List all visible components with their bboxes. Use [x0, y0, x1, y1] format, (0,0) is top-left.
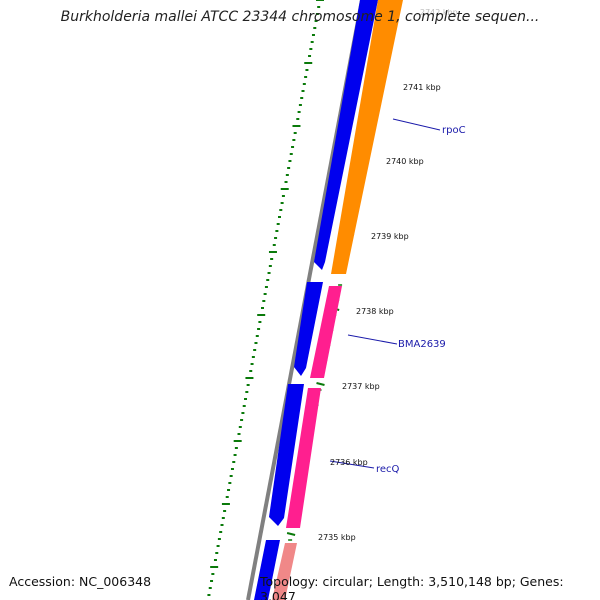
ruler-label: 2739 kbp: [371, 232, 409, 241]
gene-partial[interactable]: [272, 543, 297, 600]
rpoC-label-leader: [392, 118, 441, 131]
ruler-tick: [316, 382, 325, 386]
cds-feature[interactable]: [254, 540, 280, 600]
ruler-label: 2735 kbp: [318, 533, 356, 542]
gene-label-recQ[interactable]: recQ: [376, 464, 400, 475]
ruler-label: 2742 kbp: [420, 8, 458, 17]
ruler-label: 2736 kbp: [330, 458, 368, 467]
gene-label-BMA2639[interactable]: BMA2639: [398, 339, 446, 350]
cds-feature[interactable]: [269, 384, 304, 526]
cds-feature[interactable]: [294, 282, 323, 376]
cds-feature[interactable]: [314, 0, 378, 270]
gene-BMA2639[interactable]: [310, 286, 342, 378]
recQ-label-leader: [329, 460, 375, 469]
gene-rpoC[interactable]: [331, 0, 403, 274]
ruler-label: 2740 kbp: [386, 157, 424, 166]
topology-summary: Topology: circular; Length: 3,510,148 bp…: [260, 574, 564, 600]
ruler-label: 2741 kbp: [403, 83, 441, 92]
cds-track: [254, 0, 378, 600]
ruler-label: 2737 kbp: [342, 382, 380, 391]
gene-recQ[interactable]: [286, 388, 321, 528]
gene-label-rpoC[interactable]: rpoC: [442, 125, 466, 136]
ruler-label: 2738 kbp: [356, 307, 394, 316]
accession-text: Accession: NC_006348: [9, 574, 152, 589]
gc-content-track: [207, 0, 324, 596]
ruler-tick: [286, 532, 296, 536]
BMA2639-label-leader: [347, 334, 398, 345]
map-title: Burkholderia mallei ATCC 23344 chromosom…: [60, 9, 540, 25]
